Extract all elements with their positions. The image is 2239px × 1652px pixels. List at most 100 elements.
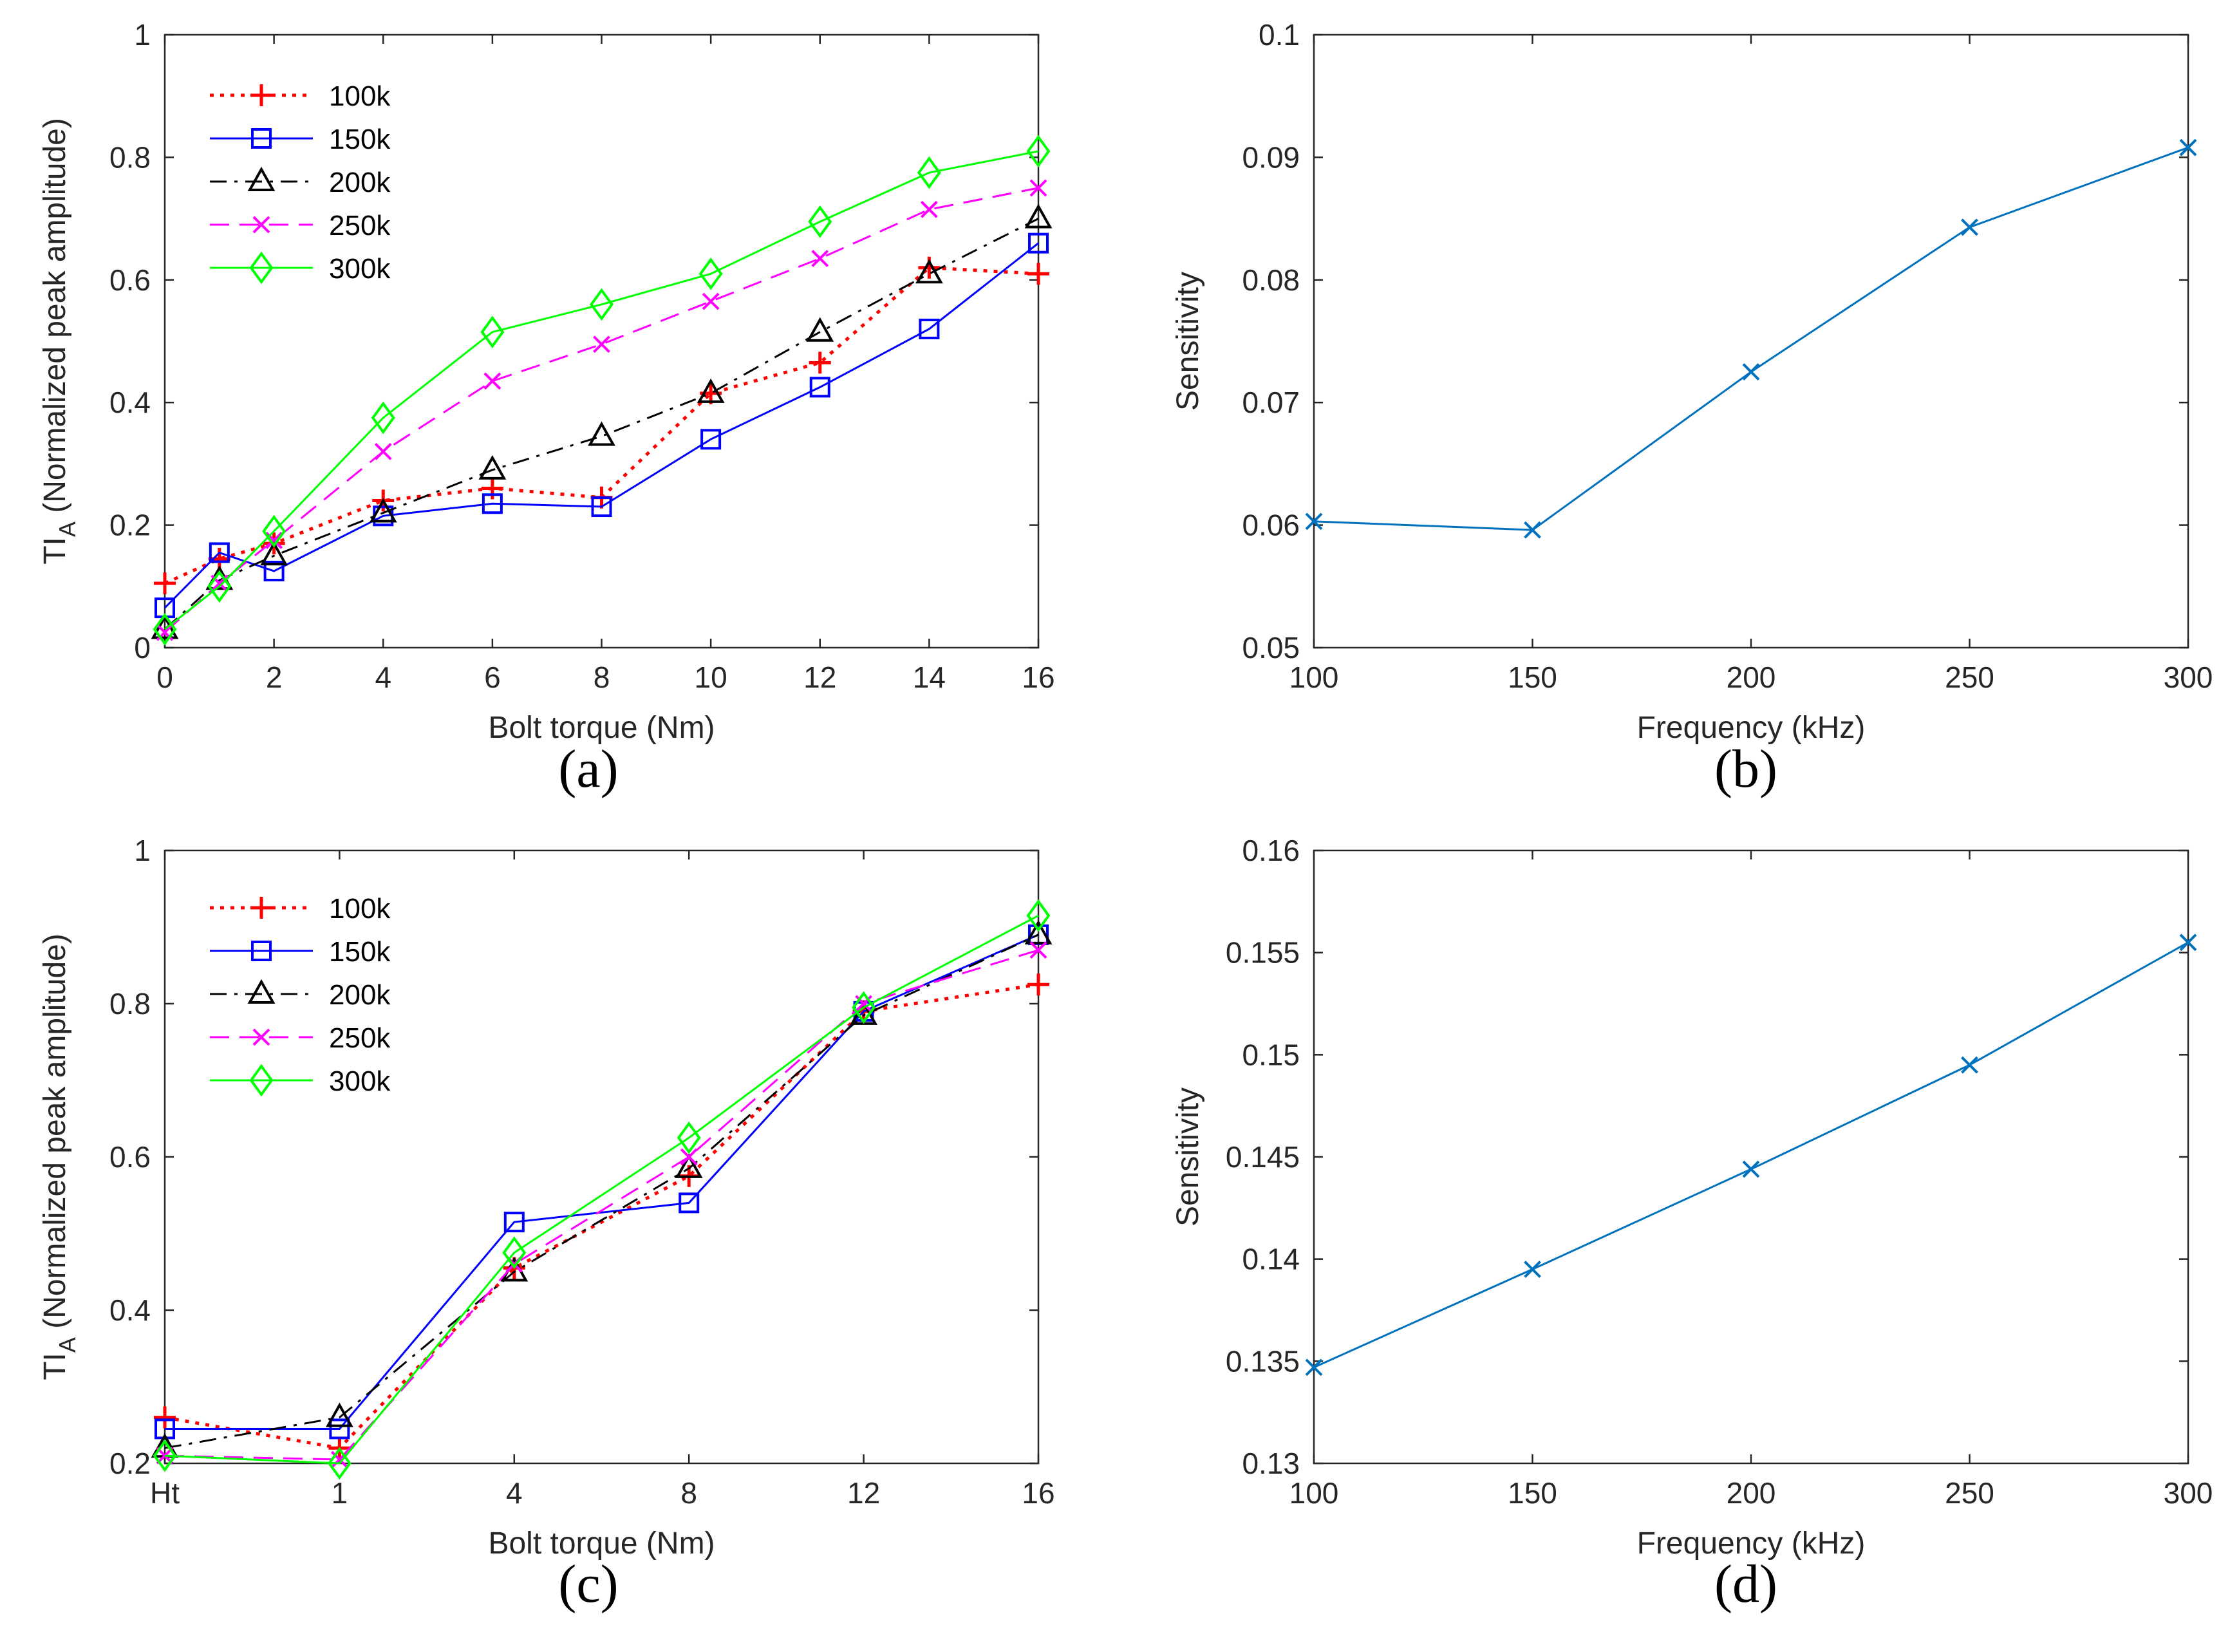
y-tick-label: 0.14 [1242,1243,1300,1276]
data-point [207,570,232,603]
data-point [153,1439,177,1472]
data-point [502,1236,527,1270]
legend-marker [251,128,272,149]
x-tick-label: 150 [1508,1476,1557,1510]
x-tick-label: Ht [150,1476,180,1510]
x-tick-label: 100 [1289,1476,1339,1510]
x-tick-label: 2 [266,661,283,694]
data-point [1305,1358,1323,1376]
y-tick-label: 0.08 [1242,263,1300,297]
data-point [263,561,285,581]
data-point [154,1406,176,1429]
data-point [852,991,876,1024]
data-point [329,1418,350,1440]
data-point [503,1212,525,1233]
x-tick-label: 0 [156,661,173,694]
axes-box [164,849,1040,1465]
data-point [919,318,940,339]
legend-label: 200k [329,979,391,1011]
legend-label: 150k [329,936,391,968]
x-tick-label: 200 [1727,1476,1776,1510]
data-point [811,250,829,267]
y-tick-label: 0 [134,631,151,664]
y-tick-label: 1 [134,18,151,52]
y-tick-label: 0.4 [109,386,151,419]
series-line [164,150,1039,630]
data-point [680,1148,698,1166]
legend-marker [247,979,276,1004]
series-300k [153,899,1051,1480]
series-line [164,949,1039,1461]
data-point [1524,1261,1541,1278]
series-250k [156,941,1047,1469]
y-axis-label-rest: (Normalized peak amplitude) [38,934,72,1337]
data-point [478,455,507,480]
x-tick-label: 200 [1727,661,1776,694]
legend-label: 200k [329,167,391,198]
x-tick-label: 300 [2164,1476,2213,1510]
data-point [482,493,503,514]
series-300k [153,135,1051,646]
data-point [1961,218,1978,236]
legend-label: 250k [329,210,391,241]
legend-label: 300k [329,253,391,285]
data-point [1026,135,1051,168]
data-point [593,335,610,353]
x-tick-label: 1 [332,1476,348,1510]
data-point [677,1121,701,1154]
data-point [325,1402,353,1427]
y-tick-label: 0.06 [1242,509,1300,542]
data-point [327,1447,351,1480]
legend-marker [252,216,270,234]
data-point [153,613,177,646]
x-axis-label: Bolt torque (Nm) [488,711,715,745]
y-tick-label: 0.8 [109,987,151,1020]
legend-label: 300k [329,1065,391,1097]
x-tick-label: 12 [803,661,836,694]
x-tick-label: 10 [695,661,727,694]
data-point [262,514,286,548]
data-point [480,315,505,349]
axes-box [164,33,1040,649]
y-tick-label: 0.2 [109,509,151,542]
legend-label: 100k [329,893,391,925]
y-tick-label: 0.16 [1242,834,1300,867]
panel-caption: (b) [1714,739,1777,799]
legend-marker [252,1028,270,1046]
y-axis-label: TIA (Normalized peak amplitude) [38,934,80,1380]
legend-marker [250,897,272,919]
y-tick-label: 0.4 [109,1293,151,1327]
data-point [1026,899,1051,932]
data-point [588,421,615,446]
data-point [1028,232,1049,254]
data-point [809,377,830,398]
chart-b: 100 150 200 250 300 0.05 0.06 0.07 0.08 0.09 0.1 Fr… [1171,18,2213,799]
y-tick-label: 0.8 [109,140,151,174]
x-tick-label: 4 [506,1476,523,1510]
data-point [590,288,614,321]
series-line [164,218,1039,630]
data-point [808,205,832,238]
y-axis-label-sub: A [54,521,80,537]
series-Sensitivity [1305,934,2197,1376]
y-tick-label: 0.145 [1226,1140,1300,1174]
data-point [2179,934,2197,952]
x-tick-label: 16 [1022,1476,1054,1510]
legend-label: 250k [329,1022,391,1054]
data-point [260,541,288,566]
x-tick-label: 4 [375,661,391,694]
y-axis-label: Sensitivity [1171,272,1205,411]
x-axis-label: Bolt torque (Nm) [488,1526,715,1561]
data-point [371,401,395,435]
legend-label: 100k [329,80,391,112]
series-Sensitivity [1305,138,2197,539]
y-axis-label: Sensitivity [1171,1087,1205,1226]
data-point [697,378,725,403]
data-point [917,156,941,189]
x-axis-label: Frequency (kHz) [1637,711,1866,745]
data-point [1024,203,1053,229]
series-line [165,934,1039,1430]
panel-caption: (c) [558,1554,618,1614]
data-point [915,259,943,284]
chart-c: Ht 1 4 8 12 16 0.2 0.4 0.6 0.8 1 Bolt torque (Nm) TI… [38,834,1055,1614]
